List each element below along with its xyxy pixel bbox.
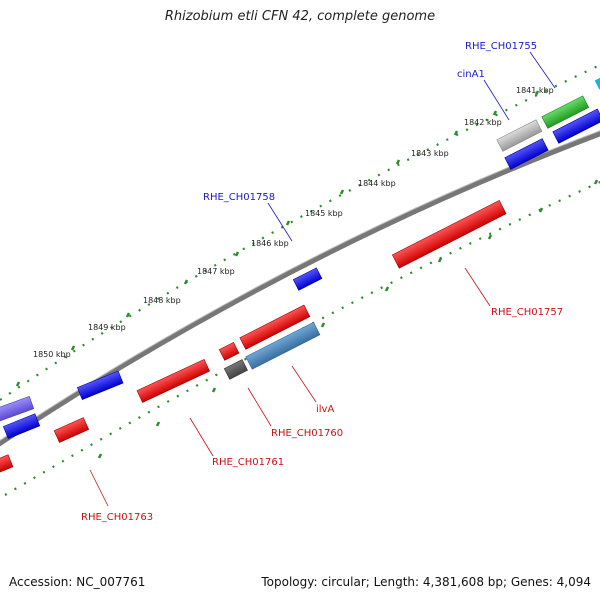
- genes-reverse: [0, 199, 507, 474]
- genome-summary-text: Topology: circular; Length: 4,381,608 bp…: [261, 575, 591, 589]
- gene-cina1-block[interactable]: [496, 119, 543, 152]
- gene-blue-block-3[interactable]: [76, 370, 124, 400]
- genes-forward: [0, 74, 600, 439]
- gene-ilva-block[interactable]: [245, 321, 321, 370]
- ruler-label-1850: 1850 kbp: [33, 350, 71, 359]
- ruler-labels: 1841 kbp 1842 kbp 1843 kbp 1844 kbp 1845…: [33, 86, 554, 359]
- gene-rhe-ch01761-block[interactable]: [136, 358, 211, 403]
- ruler-label-1843: 1843 kbp: [411, 149, 449, 158]
- gene-red-block-b[interactable]: [53, 417, 90, 443]
- gene-red-block-a[interactable]: [239, 304, 311, 350]
- gene-callout-lines: [89, 51, 556, 507]
- ruler-major-ticks: [15, 90, 540, 387]
- callout-ilva: [291, 365, 317, 403]
- ruler-track-inner: [4, 181, 600, 496]
- gene-rhe-ch01757-block[interactable]: [391, 199, 507, 269]
- gene-label-rhe-ch01758[interactable]: RHE_CH01758: [203, 192, 275, 203]
- gene-rhe-ch01760-block[interactable]: [223, 359, 248, 380]
- gene-blue-block-2[interactable]: [504, 138, 549, 170]
- callout-rhe-ch01755: [529, 51, 556, 89]
- gene-purple-block[interactable]: [0, 396, 35, 423]
- ruler-label-1842: 1842 kbp: [464, 118, 502, 127]
- callout-rhe-ch01760: [247, 387, 272, 427]
- callout-rhe-ch01758: [267, 202, 293, 242]
- gene-label-rhe-ch01755[interactable]: RHE_CH01755: [465, 41, 537, 52]
- gene-blue-block-1[interactable]: [552, 108, 600, 144]
- ruler-major-ticks-inner: [97, 179, 599, 459]
- gene-blue-block-4[interactable]: [2, 413, 41, 439]
- accession-text: Accession: NC_007761: [9, 575, 146, 589]
- gene-red-block-small[interactable]: [218, 341, 240, 361]
- gene-labels: RHE_CH01755 cinA1 RHE_CH01758 RHE_CH0175…: [81, 41, 563, 523]
- ruler-label-1845: 1845 kbp: [305, 209, 343, 218]
- gene-rhe-ch01758-block[interactable]: [292, 267, 323, 291]
- gene-label-rhe-ch01763[interactable]: RHE_CH01763: [81, 512, 153, 523]
- callout-rhe-ch01757: [464, 267, 491, 307]
- gene-label-rhe-ch01760[interactable]: RHE_CH01760: [271, 428, 343, 439]
- ruler-label-1847: 1847 kbp: [197, 267, 235, 276]
- ruler-track-outer: [0, 64, 600, 401]
- gene-rhe-ch01755-block[interactable]: [594, 74, 600, 90]
- ruler-label-1849: 1849 kbp: [88, 323, 126, 332]
- ruler-label-1841: 1841 kbp: [516, 86, 554, 95]
- genome-title: Rhizobium etli CFN 42, complete genome: [164, 9, 436, 24]
- gene-label-ilva[interactable]: ilvA: [316, 404, 334, 415]
- genome-backbone: [0, 131, 600, 447]
- gene-green-block[interactable]: [541, 95, 590, 129]
- gene-label-rhe-ch01757[interactable]: RHE_CH01757: [491, 307, 563, 318]
- callout-rhe-ch01763: [89, 469, 109, 507]
- ruler-label-1848: 1848 kbp: [143, 296, 181, 305]
- ruler-label-1844: 1844 kbp: [358, 179, 396, 188]
- gene-label-rhe-ch01761[interactable]: RHE_CH01761: [212, 457, 284, 468]
- callout-rhe-ch01761: [189, 417, 214, 457]
- ruler-label-1846: 1846 kbp: [251, 239, 289, 248]
- gene-label-cina1[interactable]: cinA1: [457, 69, 485, 80]
- callout-cina1: [483, 79, 510, 121]
- gene-rhe-ch01763-block[interactable]: [0, 454, 14, 474]
